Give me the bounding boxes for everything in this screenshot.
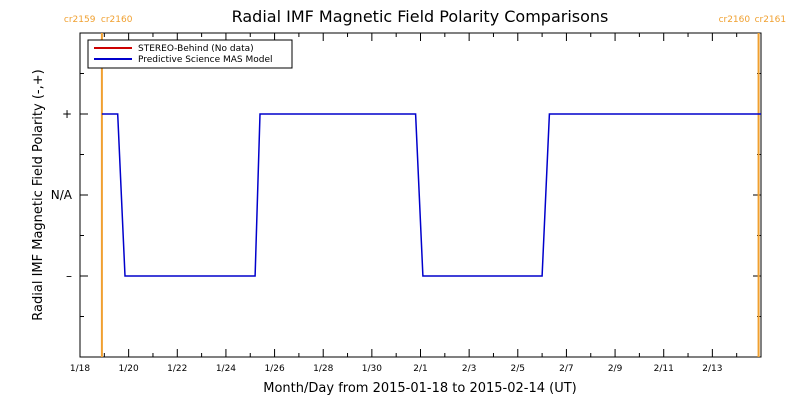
x-tick-label: 1/30 bbox=[362, 364, 382, 374]
x-tick-label: 1/18 bbox=[70, 364, 90, 374]
y-axis-title: Radial IMF Magnetic Field Polarity (-,+) bbox=[31, 69, 46, 320]
cr-label-right: cr2160 bbox=[101, 15, 133, 25]
x-tick-label: 2/13 bbox=[702, 364, 722, 374]
x-tick-label: 1/20 bbox=[119, 364, 139, 374]
chart-title: Radial IMF Magnetic Field Polarity Compa… bbox=[232, 7, 609, 26]
carrington-markers bbox=[100, 33, 760, 357]
x-tick-label: 2/11 bbox=[654, 364, 674, 374]
x-axis: 1/18 1/20 1/22 1/24 1/26 1/28 1/30 2/1 2/3 2/5 2/7… bbox=[70, 33, 738, 374]
x-tick-label: 1/22 bbox=[167, 364, 187, 374]
y-tick-label: N/A bbox=[51, 188, 73, 202]
legend-box bbox=[87, 39, 293, 69]
legend-label: STEREO-Behind (No data) bbox=[138, 44, 254, 54]
cr-label-left: cr2160 bbox=[719, 15, 751, 25]
x-tick-label: 1/28 bbox=[313, 364, 333, 374]
carrington-labels: cr2159 cr2160 cr2160 cr2161 bbox=[64, 15, 786, 25]
cr-label-right: cr2161 bbox=[755, 15, 787, 25]
legend-label: Predictive Science MAS Model bbox=[138, 55, 273, 65]
cr-label-left: cr2159 bbox=[64, 15, 96, 25]
legend: STEREO-Behind (No data)Predictive Scienc… bbox=[87, 39, 293, 69]
x-tick-label: 1/26 bbox=[264, 364, 284, 374]
x-tick-label: 2/9 bbox=[608, 364, 623, 374]
y-tick-label: – bbox=[66, 269, 72, 283]
x-axis-title: Month/Day from 2015-01-18 to 2015-02-14 … bbox=[263, 381, 576, 396]
series-line bbox=[101, 113, 761, 277]
series-lines bbox=[101, 113, 761, 277]
x-tick-label: 2/5 bbox=[511, 364, 525, 374]
y-axis: + N/A – bbox=[51, 73, 761, 317]
x-tick-label: 2/7 bbox=[559, 364, 573, 374]
plot-frame bbox=[79, 32, 762, 358]
x-tick-label: 1/24 bbox=[216, 364, 236, 374]
x-tick-label: 2/1 bbox=[413, 364, 427, 374]
x-tick-label: 2/3 bbox=[462, 364, 476, 374]
y-tick-label: + bbox=[62, 107, 72, 121]
